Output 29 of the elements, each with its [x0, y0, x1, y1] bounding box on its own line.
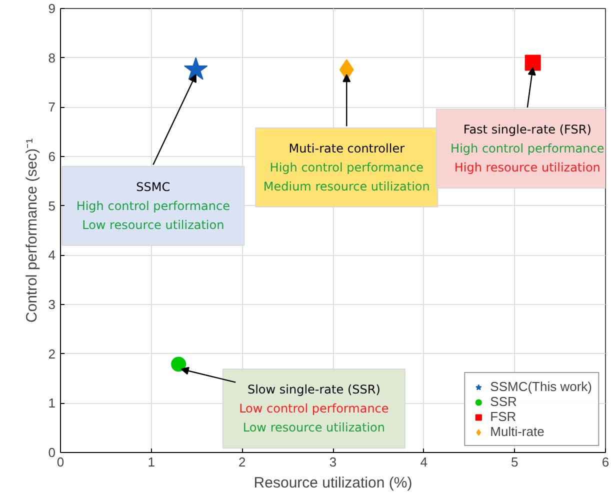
- y-tick-label: 2: [48, 346, 56, 362]
- y-tick-label: 6: [48, 149, 56, 164]
- y-tick-label: 5: [48, 198, 56, 214]
- annotation: Fast single-rate (FSR) High control performance High resource utilization: [450, 122, 604, 175]
- legend-label: SSMC(This work): [490, 379, 592, 394]
- y-tick-label: 0: [48, 445, 56, 460]
- y-tick-label: 3: [48, 297, 56, 312]
- annotation: Muti-rate controller High control performance Medium resource utilization: [263, 141, 430, 194]
- annotation: SSMC High control performance Low resource utilization: [76, 180, 230, 232]
- x-tick-label: 2: [238, 454, 246, 470]
- x-tick-label: 3: [329, 454, 337, 470]
- y-tick-label: 4: [48, 248, 56, 263]
- y-tick-label: 8: [48, 50, 56, 66]
- y-tick-label: 7: [48, 100, 56, 115]
- y-axis-title: Control performance (sec)⁻¹: [23, 138, 40, 323]
- x-tick-label: 5: [511, 454, 518, 470]
- legend-label: FSR: [490, 409, 516, 424]
- legend-label: SSR: [490, 394, 517, 409]
- point: [184, 57, 208, 80]
- point: [171, 356, 186, 372]
- point: [524, 54, 541, 71]
- x-tick-label: 6: [602, 454, 610, 470]
- legend-label: Multi-rate: [490, 424, 544, 439]
- y-tick-label: 9: [48, 1, 56, 16]
- x-axis-title: Resource utilization (%): [254, 474, 412, 492]
- x-tick-label: 1: [148, 454, 155, 470]
- annotation: Slow single-rate (SSR) Low control performance Low resource utilization: [239, 382, 389, 435]
- x-tick-label: 4: [420, 454, 428, 470]
- y-tick-label: 1: [48, 396, 56, 411]
